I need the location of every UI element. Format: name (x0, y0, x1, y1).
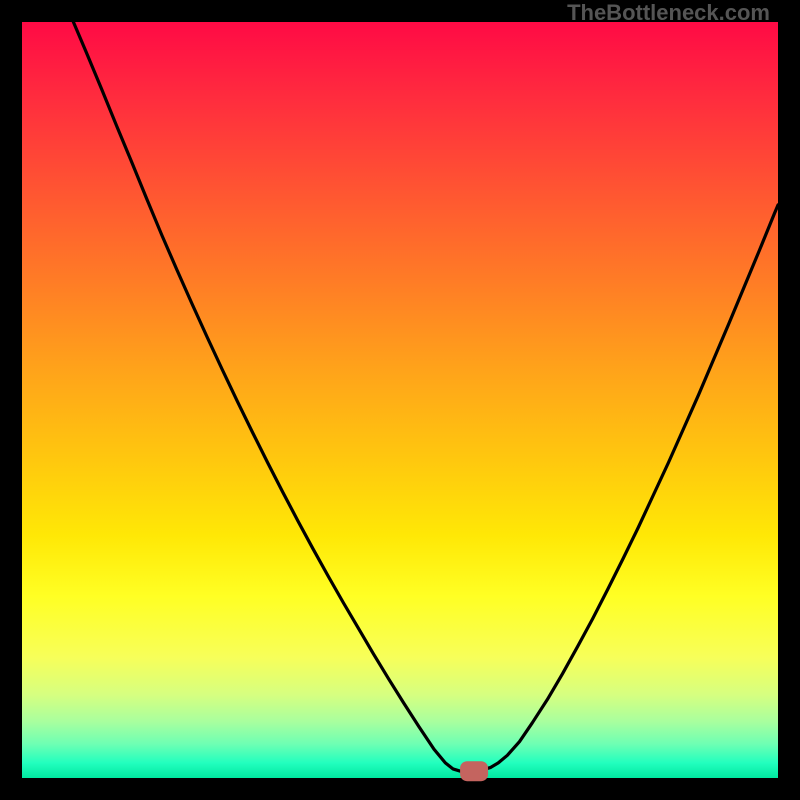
chart-plot-area (22, 22, 778, 778)
chart-min-marker (460, 761, 488, 781)
bottleneck-chart (0, 0, 800, 800)
